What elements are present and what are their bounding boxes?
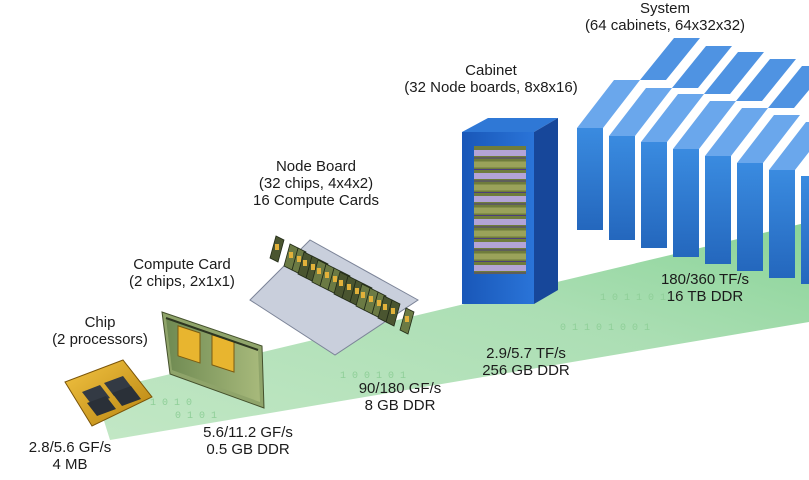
node-board-chip <box>355 288 359 294</box>
cabinet-node-slot <box>474 219 526 225</box>
cabinet-node-slot <box>474 207 526 214</box>
cabinet-label: Cabinet (32 Node boards, 8x8x16) <box>386 62 596 96</box>
cabinet-node-slot <box>474 242 526 248</box>
node-board-chip <box>317 268 321 274</box>
cabinet-node-slot <box>474 173 526 179</box>
cabinet-memory: 256 GB DDR <box>482 362 570 379</box>
svg-text:1 0 1 0: 1 0 1 0 <box>150 398 192 409</box>
node-board-chip <box>297 256 301 262</box>
node-board-perf: 90/180 GF/s <box>358 380 442 397</box>
cabinet-node-slot <box>474 150 526 156</box>
compute-card-subtitle: (2 chips, 2x1x1) <box>129 273 235 290</box>
cabinet-subtitle: (32 Node boards, 8x8x16) <box>404 79 578 96</box>
svg-text:0 1 0 1: 0 1 0 1 <box>175 411 217 422</box>
system-memory: 16 TB DDR <box>666 288 744 305</box>
system-cabinet-array <box>577 38 809 284</box>
compute-card-label: Compute Card (2 chips, 2x1x1) <box>112 256 252 290</box>
node-board-chip <box>391 308 395 314</box>
cabinet-perf: 2.9/5.7 TF/s <box>486 345 566 362</box>
cabinet-node-slot <box>474 265 526 271</box>
compute-card-perf: 5.6/11.2 GF/s <box>203 424 293 441</box>
chip-illustration <box>64 359 153 427</box>
node-board-subtitle: (32 chips, 4x4x2) <box>258 175 374 192</box>
svg-text:1 0 0 1 0 1: 1 0 0 1 0 1 <box>340 371 406 382</box>
node-board-chip <box>289 252 293 258</box>
node-board-title: Node Board <box>275 158 357 175</box>
system-title: System <box>639 0 690 17</box>
system-label: System (64 cabinets, 64x32x32) <box>570 0 760 34</box>
svg-text:0 1 1 0 1 0 0 1: 0 1 1 0 1 0 0 1 <box>560 323 650 334</box>
cabinet-node-slot <box>474 161 526 168</box>
chip-perf: 2.8/5.6 GF/s <box>28 439 112 456</box>
node-board-extra: 16 Compute Cards <box>253 192 379 209</box>
node-board-illustration <box>249 235 419 356</box>
node-board-chip <box>275 244 279 250</box>
cabinet-node-slot <box>474 253 526 260</box>
chip-label: Chip (2 processors) <box>38 314 162 348</box>
node-board-label: Node Board (32 chips, 4x4x2) 16 Compute … <box>236 158 396 209</box>
chip-specs: 2.8/5.6 GF/s 4 MB <box>8 439 132 473</box>
node-board-chip <box>303 260 307 266</box>
svg-text:1 0 1 1 0 1: 1 0 1 1 0 1 <box>600 293 666 304</box>
node-board-chip <box>369 296 373 302</box>
node-board-specs: 90/180 GF/s 8 GB DDR <box>340 380 460 414</box>
node-board-chip <box>325 272 329 278</box>
compute-card-title: Compute Card <box>133 256 231 273</box>
chip-subtitle: (2 processors) <box>52 331 148 348</box>
node-board-chip <box>333 276 337 282</box>
compute-card-illustration <box>161 311 265 409</box>
node-board-chip <box>339 280 343 286</box>
node-board-chip <box>383 304 387 310</box>
node-board-chip <box>377 300 381 306</box>
cabinet-illustration <box>462 118 558 304</box>
node-board-chip <box>311 264 315 270</box>
chip-title: Chip <box>84 314 116 331</box>
system-perf: 180/360 TF/s <box>660 271 750 288</box>
compute-card-memory: 0.5 GB DDR <box>206 441 290 458</box>
node-board-chip <box>405 316 409 322</box>
node-board-memory: 8 GB DDR <box>364 397 436 414</box>
compute-card-specs: 5.6/11.2 GF/s 0.5 GB DDR <box>186 424 310 458</box>
system-subtitle: (64 cabinets, 64x32x32) <box>584 17 746 34</box>
cabinet-node-slot <box>474 196 526 202</box>
node-board-chip <box>361 292 365 298</box>
cabinet-title: Cabinet <box>465 62 517 79</box>
cabinet-node-slot <box>474 230 526 237</box>
cabinet-node-slot <box>474 184 526 191</box>
chip-memory: 4 MB <box>52 456 88 473</box>
binary-digits: 1 0 1 0 0 1 0 1 1 0 0 1 0 1 0 1 1 0 1 0 … <box>150 293 666 422</box>
system-specs: 180/360 TF/s 16 TB DDR <box>640 271 770 305</box>
scale-beam <box>95 222 809 440</box>
cabinet-specs: 2.9/5.7 TF/s 256 GB DDR <box>466 345 586 379</box>
node-board-chip <box>347 284 351 290</box>
